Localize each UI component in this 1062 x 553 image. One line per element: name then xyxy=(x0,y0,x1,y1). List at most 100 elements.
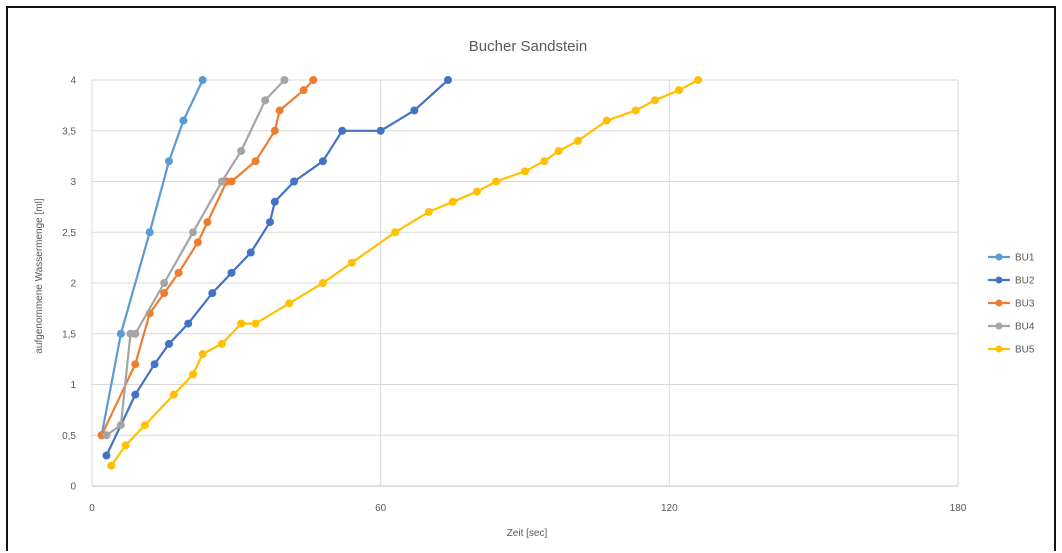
data-point-bu1 xyxy=(145,228,154,237)
data-point-bu2 xyxy=(338,126,347,135)
data-point-bu2 xyxy=(270,197,279,206)
data-point-bu4 xyxy=(116,421,125,430)
data-point-bu2 xyxy=(102,451,111,460)
legend-marker-bu3 xyxy=(995,299,1003,307)
data-point-bu5 xyxy=(573,136,582,145)
data-point-bu5 xyxy=(140,421,149,430)
data-point-bu1 xyxy=(164,157,173,166)
chart-title: Bucher Sandstein xyxy=(469,38,587,55)
data-point-bu5 xyxy=(237,319,246,328)
legend-item-bu5: BU5 xyxy=(988,345,1035,356)
data-point-bu2 xyxy=(227,268,236,277)
series-bu5 xyxy=(107,76,703,470)
data-point-bu5 xyxy=(424,207,433,216)
series-line-bu1 xyxy=(100,79,204,436)
y-tick-label: 3,5 xyxy=(62,126,76,137)
legend-marker-bu2 xyxy=(995,276,1003,284)
line-chart: Bucher Sandstein 0 60 120 180 0 0,5 1 1,5 2 2,5 3… xyxy=(34,38,1035,539)
legend-item-bu3: BU3 xyxy=(988,299,1035,310)
data-point-bu3 xyxy=(309,76,318,84)
data-point-bu5 xyxy=(650,96,659,105)
data-point-bu5 xyxy=(492,177,501,186)
gridlines xyxy=(91,79,959,487)
data-point-bu4 xyxy=(261,96,270,105)
series-bu4 xyxy=(102,76,289,440)
x-tick-label: 120 xyxy=(661,503,678,514)
series-bu1 xyxy=(97,76,207,440)
legend-label-bu3: BU3 xyxy=(1015,299,1035,310)
data-point-bu2 xyxy=(444,76,453,84)
data-point-bu5 xyxy=(217,339,226,348)
data-point-bu3 xyxy=(193,238,202,247)
data-point-bu1 xyxy=(179,116,188,125)
legend-marker-bu5 xyxy=(995,345,1003,353)
series-bu2 xyxy=(102,76,453,460)
x-tick-label: 60 xyxy=(375,503,387,514)
y-tick-label: 0,5 xyxy=(62,431,76,442)
data-point-bu2 xyxy=(266,218,275,227)
data-point-bu5 xyxy=(121,441,130,450)
legend-label-bu5: BU5 xyxy=(1015,345,1035,356)
data-point-bu5 xyxy=(472,187,481,196)
data-point-bu5 xyxy=(198,350,207,359)
data-point-bu5 xyxy=(448,197,457,206)
data-point-bu4 xyxy=(131,329,140,338)
data-point-bu2 xyxy=(164,339,173,348)
x-axis-label: Zeit [sec] xyxy=(507,528,548,539)
series-line-bu2 xyxy=(105,79,449,457)
data-point-bu1 xyxy=(198,76,207,84)
y-axis-ticks: 0 0,5 1 1,5 2 2,5 3 3,5 4 xyxy=(62,76,76,493)
y-tick-label: 0 xyxy=(70,482,76,493)
data-point-bu2 xyxy=(150,360,159,369)
data-point-bu5 xyxy=(285,299,294,308)
data-point-bu5 xyxy=(521,167,529,176)
data-point-bu1 xyxy=(116,329,125,338)
y-tick-label: 3 xyxy=(70,177,76,188)
legend: BU1 BU2 BU3 BU4 BU5 xyxy=(988,253,1035,356)
data-point-bu3 xyxy=(270,126,279,135)
series-bu3 xyxy=(97,76,318,440)
series-line-bu4 xyxy=(105,79,286,437)
legend-label-bu1: BU1 xyxy=(1015,253,1035,264)
data-point-bu3 xyxy=(160,289,169,298)
data-point-bu3 xyxy=(275,106,284,115)
data-point-bu2 xyxy=(208,289,217,298)
data-point-bu3 xyxy=(203,218,212,227)
data-point-bu4 xyxy=(237,147,246,156)
data-point-bu4 xyxy=(160,279,169,287)
data-point-bu5 xyxy=(694,76,703,84)
data-point-bu5 xyxy=(674,86,683,95)
data-point-bu2 xyxy=(410,106,419,115)
data-point-bu2 xyxy=(131,390,140,399)
series-line-bu3 xyxy=(100,79,315,436)
data-point-bu5 xyxy=(169,390,178,399)
data-point-bu5 xyxy=(554,147,563,156)
legend-item-bu1: BU1 xyxy=(988,253,1035,264)
y-tick-label: 2,5 xyxy=(62,228,76,239)
data-point-bu4 xyxy=(189,228,198,237)
series-line-bu5 xyxy=(110,79,699,467)
legend-item-bu4: BU4 xyxy=(988,322,1035,333)
data-point-bu5 xyxy=(107,461,116,470)
y-tick-label: 1,5 xyxy=(62,329,76,340)
x-tick-label: 180 xyxy=(950,503,967,514)
data-point-bu2 xyxy=(184,319,193,328)
data-point-bu4 xyxy=(102,431,111,440)
data-point-bu4 xyxy=(280,76,289,84)
data-point-bu5 xyxy=(540,157,549,166)
data-point-bu3 xyxy=(174,268,183,277)
legend-marker-bu4 xyxy=(995,322,1003,330)
data-point-bu4 xyxy=(217,177,226,186)
data-point-bu3 xyxy=(251,157,260,166)
x-tick-label: 0 xyxy=(89,503,95,514)
data-point-bu5 xyxy=(631,106,640,115)
data-point-bu5 xyxy=(318,279,327,287)
data-point-bu3 xyxy=(227,177,236,186)
data-point-bu5 xyxy=(602,116,611,125)
data-point-bu2 xyxy=(376,126,385,135)
legend-label-bu4: BU4 xyxy=(1015,322,1035,333)
data-point-bu2 xyxy=(318,157,327,166)
y-tick-label: 2 xyxy=(70,279,76,290)
legend-item-bu2: BU2 xyxy=(988,276,1035,287)
data-point-bu5 xyxy=(189,370,198,379)
